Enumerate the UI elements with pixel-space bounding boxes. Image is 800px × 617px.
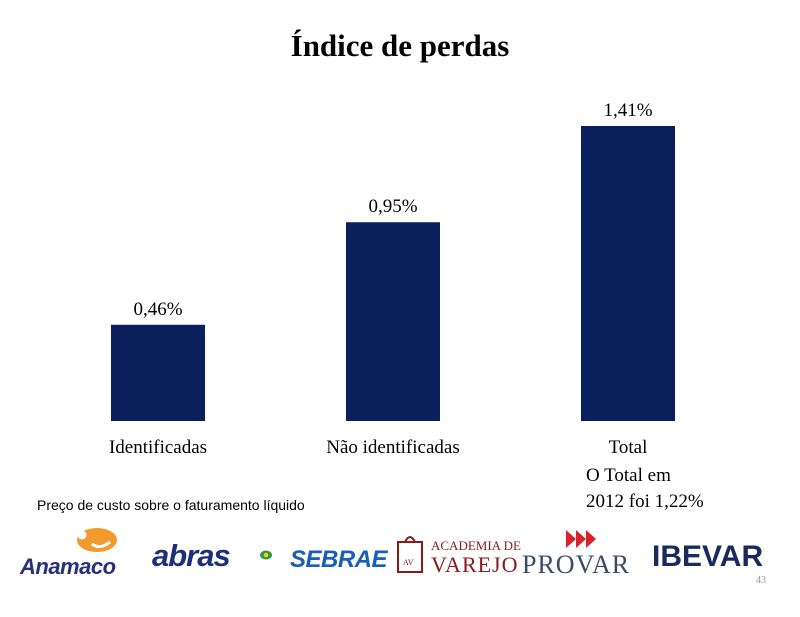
data-label-2: 1,41% <box>603 100 652 121</box>
abras-logo: abras <box>152 538 277 578</box>
bar-0 <box>111 324 205 421</box>
category-label-1: Não identificadas <box>326 437 459 458</box>
brazil-flag-icon <box>260 550 272 560</box>
provar-mark-icon <box>566 530 596 548</box>
page-number: 43 <box>756 575 766 586</box>
ibevar-wordmark: IBEVAR <box>652 540 764 573</box>
provar-wordmark: PROVAR <box>522 550 631 579</box>
sebrae-logo: SEBRAE <box>290 546 388 578</box>
partner-logos: Anamaco abras SEBRAE AV ACADEMIA DE VARE… <box>0 520 800 590</box>
academia-mark: AV <box>403 558 414 567</box>
anamaco-logo: Anamaco <box>20 524 138 580</box>
data-label-0: 0,46% <box>133 299 182 320</box>
bar-2 <box>581 126 675 421</box>
academia-line-2: VAREJO <box>431 552 519 577</box>
academia-de-varejo-logo: AV ACADEMIA DE VAREJO <box>395 532 521 580</box>
bar-1 <box>346 222 440 421</box>
abras-wordmark: abras <box>152 538 231 573</box>
bar-chart: 0,46% Identificadas 0,95% Não identificadas… <box>109 100 675 458</box>
category-label-0: Identificadas <box>109 437 207 458</box>
data-label-1: 0,95% <box>368 196 417 217</box>
chart-title: Índice de perdas <box>290 28 510 63</box>
shopping-bag-icon <box>397 536 423 573</box>
ibevar-logo: IBEVAR <box>652 540 777 576</box>
category-label-2: Total <box>609 437 648 458</box>
academia-line-1: ACADEMIA DE <box>431 538 521 553</box>
anamaco-mark-icon <box>77 528 117 552</box>
anamaco-wordmark: Anamaco <box>20 554 116 579</box>
total-2012-note: O Total em 2012 foi 1,22% <box>586 463 786 515</box>
note-line-2: 2012 foi 1,22% <box>586 491 704 512</box>
source-note: Preço de custo sobre o faturamento líqui… <box>37 497 305 513</box>
provar-logo: PROVAR <box>522 528 644 580</box>
note-line-1: O Total em <box>586 465 671 486</box>
sebrae-wordmark: SEBRAE <box>290 546 388 573</box>
